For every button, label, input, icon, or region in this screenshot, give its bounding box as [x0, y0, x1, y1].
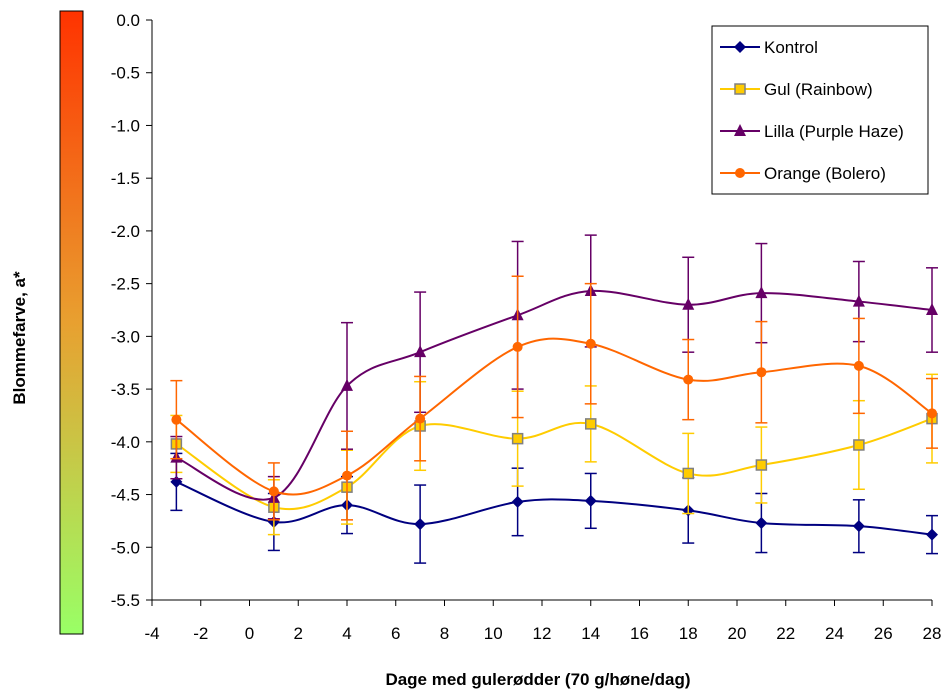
legend: Kontrol Gul (Rainbow) Lilla (Purple Haze) O…	[711, 25, 929, 195]
data-point-marker	[755, 517, 768, 530]
y-tick-label: -5.0	[111, 538, 140, 557]
series-line	[175, 480, 933, 536]
data-point-marker	[585, 338, 596, 349]
data-point-marker	[853, 360, 864, 371]
data-point-marker	[683, 374, 694, 385]
y-tick-label: -0.5	[111, 64, 140, 83]
y-axis-title: Blommefarve, a*	[10, 271, 29, 405]
x-tick-label: 20	[728, 624, 747, 643]
x-tick-label: 22	[776, 624, 795, 643]
y-tick-label: -2.5	[111, 275, 140, 294]
x-tick-label: -2	[193, 624, 208, 643]
x-axis-title: Dage med gulerødder (70 g/høne/dag)	[385, 670, 690, 689]
y-tick-label: -3.0	[111, 327, 140, 346]
data-point-marker	[585, 418, 597, 430]
y-tick-label: 0.0	[116, 11, 140, 30]
data-point-marker	[341, 378, 353, 391]
x-tick-label: 18	[679, 624, 698, 643]
x-tick-label: -4	[144, 624, 159, 643]
series-1	[170, 373, 938, 536]
data-point-marker	[755, 286, 768, 299]
legend-marker	[735, 168, 745, 178]
data-point-marker	[414, 518, 427, 531]
data-point-marker	[414, 345, 427, 358]
y-tick-label: -4.0	[111, 433, 140, 452]
data-point-marker	[755, 459, 768, 471]
legend-label: Orange (Bolero)	[764, 164, 886, 183]
series-line	[175, 289, 933, 501]
x-tick-label: 8	[440, 624, 449, 643]
y-tick-label: -4.5	[111, 486, 140, 505]
legend-label: Kontrol	[764, 38, 818, 57]
data-point-marker	[171, 414, 182, 425]
data-point-marker	[926, 528, 938, 541]
data-point-marker	[927, 408, 937, 419]
x-tick-group: -4 -2 0 2 4 6 8 10 12 14 16 18 20 22 24 26 28	[144, 600, 941, 643]
legend-box	[711, 25, 929, 195]
y-tick-label: -2.0	[111, 222, 140, 241]
data-point-marker	[926, 303, 938, 315]
data-point-marker	[415, 413, 426, 424]
x-tick-label: 26	[874, 624, 893, 643]
x-tick-label: 24	[825, 624, 844, 643]
series-2	[170, 234, 938, 520]
data-point-marker	[853, 439, 865, 451]
x-tick-label: 16	[630, 624, 649, 643]
legend-marker	[734, 83, 746, 95]
data-point-marker	[852, 294, 865, 307]
series-line	[175, 417, 933, 511]
legend-marker	[734, 124, 746, 136]
y-tick-label: -5.5	[111, 591, 140, 610]
data-point-marker	[512, 341, 523, 352]
data-point-marker	[511, 432, 524, 445]
y-tick-group: 0.0 -0.5 -1.0 -1.5 -2.0 -2.5 -3.0 -3.5 -4.0 -4.5 -…	[111, 11, 152, 610]
data-point-marker	[756, 367, 767, 378]
x-tick-label: 0	[245, 624, 254, 643]
legend-label: Gul (Rainbow)	[764, 80, 873, 99]
x-tick-label: 2	[294, 624, 303, 643]
y-tick-label: -1.5	[111, 169, 140, 188]
color-scale-bar	[59, 10, 84, 635]
data-point-marker	[511, 495, 524, 508]
data-point-marker	[682, 467, 694, 480]
x-tick-label: 10	[484, 624, 503, 643]
data-point-marker	[584, 494, 597, 507]
data-point-marker	[342, 470, 352, 481]
x-tick-label: 14	[581, 624, 600, 643]
legend-label: Lilla (Purple Haze)	[764, 122, 904, 141]
legend-marker	[734, 41, 746, 53]
data-point-marker	[682, 297, 695, 310]
x-tick-label: 4	[342, 624, 351, 643]
x-tick-label: 6	[391, 624, 400, 643]
data-point-marker	[852, 520, 865, 533]
x-tick-label: 28	[923, 624, 942, 643]
data-point-marker	[268, 486, 279, 497]
series-group	[170, 234, 938, 564]
y-tick-label: -1.0	[111, 116, 140, 135]
y-tick-label: -3.5	[111, 380, 140, 399]
series-line	[175, 337, 933, 496]
series-3	[170, 275, 938, 521]
x-tick-label: 12	[533, 624, 552, 643]
